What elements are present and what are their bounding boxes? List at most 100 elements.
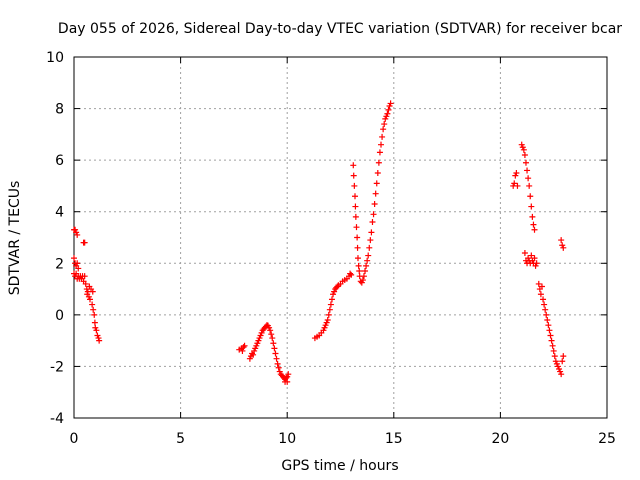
x-tick-labels: 0 5 10 15 20 25 xyxy=(70,431,616,447)
data-point xyxy=(71,255,77,262)
y-tick-label: 8 xyxy=(55,102,64,118)
data-point xyxy=(538,283,545,290)
data-point xyxy=(379,133,386,140)
data-point xyxy=(527,193,534,200)
data-point xyxy=(549,342,556,349)
data-point xyxy=(558,237,565,244)
x-tick-label: 25 xyxy=(598,431,616,447)
data-point xyxy=(551,353,558,360)
data-point xyxy=(384,110,391,117)
data-point xyxy=(334,283,341,290)
data-point xyxy=(545,322,552,329)
data-point xyxy=(353,224,360,231)
data-point xyxy=(359,277,366,284)
data-point xyxy=(387,100,394,107)
y-tick-label: 0 xyxy=(55,308,64,324)
x-tick-label: 0 xyxy=(70,431,79,447)
data-point xyxy=(355,262,362,269)
data-point xyxy=(273,355,280,362)
data-point xyxy=(274,360,281,367)
y-axis-label: SDTVAR / TECUs xyxy=(7,181,23,296)
data-point xyxy=(372,190,379,197)
data-point xyxy=(352,203,359,210)
data-point xyxy=(526,182,533,189)
data-point xyxy=(354,255,361,262)
data-point xyxy=(350,172,357,179)
data-point xyxy=(268,331,275,338)
data-point xyxy=(74,231,81,238)
data-point xyxy=(325,311,332,318)
data-point xyxy=(514,182,521,189)
y-tick-label: 10 xyxy=(46,50,64,66)
data-point xyxy=(522,159,529,166)
y-tick-labels: -4 -2 0 2 4 6 8 10 xyxy=(46,50,64,427)
data-point xyxy=(241,342,248,349)
data-point xyxy=(96,337,103,344)
data-point xyxy=(374,170,381,177)
data-point xyxy=(560,353,567,360)
data-point xyxy=(381,121,388,128)
data-point xyxy=(559,358,566,365)
data-point xyxy=(560,244,567,251)
data-point xyxy=(525,175,532,182)
data-point xyxy=(543,311,550,318)
y-tick-label: -2 xyxy=(50,359,64,375)
data-point xyxy=(378,141,385,148)
data-point xyxy=(86,296,93,303)
data-point xyxy=(548,337,555,344)
data-point xyxy=(347,270,354,277)
grid xyxy=(74,57,607,418)
data-point xyxy=(375,159,382,166)
data-point xyxy=(356,268,363,275)
data-point xyxy=(269,335,276,342)
x-tick-label: 5 xyxy=(176,431,185,447)
data-point xyxy=(371,200,378,207)
data-point xyxy=(530,221,537,228)
data-point xyxy=(541,301,548,308)
data-point xyxy=(547,332,554,339)
data-point xyxy=(524,167,531,174)
data-point xyxy=(285,371,292,378)
data-point xyxy=(350,162,357,169)
data-point xyxy=(376,149,383,156)
data-point xyxy=(529,213,536,220)
data-point xyxy=(533,260,540,267)
data-point xyxy=(74,260,81,267)
data-point xyxy=(528,203,535,210)
data-point xyxy=(546,327,553,334)
y-tick-label: 6 xyxy=(55,153,64,169)
data-point xyxy=(367,237,374,244)
data-point xyxy=(91,319,98,326)
data-point xyxy=(352,213,359,220)
data-point xyxy=(351,193,358,200)
axis-ticks xyxy=(73,56,608,419)
data-point xyxy=(540,296,547,303)
data-point xyxy=(521,249,528,256)
data-point xyxy=(328,296,335,303)
data-point xyxy=(240,344,247,351)
data-point xyxy=(327,301,334,308)
data-point xyxy=(91,311,98,318)
data-point xyxy=(366,244,373,251)
data-point xyxy=(284,378,291,385)
data-point xyxy=(531,255,538,262)
data-point xyxy=(89,301,96,308)
data-point xyxy=(75,265,82,272)
data-point xyxy=(324,317,331,324)
data-point xyxy=(81,239,88,246)
data-point xyxy=(544,317,551,324)
data-point xyxy=(283,375,290,382)
data-point xyxy=(365,252,372,259)
data-point xyxy=(385,106,392,113)
data-point xyxy=(354,234,361,241)
x-tick-label: 20 xyxy=(491,431,509,447)
data-point xyxy=(270,340,277,347)
x-tick-label: 15 xyxy=(385,431,403,447)
data-point xyxy=(271,345,278,352)
y-tick-label: -4 xyxy=(50,411,64,427)
data-point xyxy=(550,347,557,354)
data-point xyxy=(537,291,544,298)
data-point xyxy=(380,126,387,133)
data-point xyxy=(520,146,527,153)
